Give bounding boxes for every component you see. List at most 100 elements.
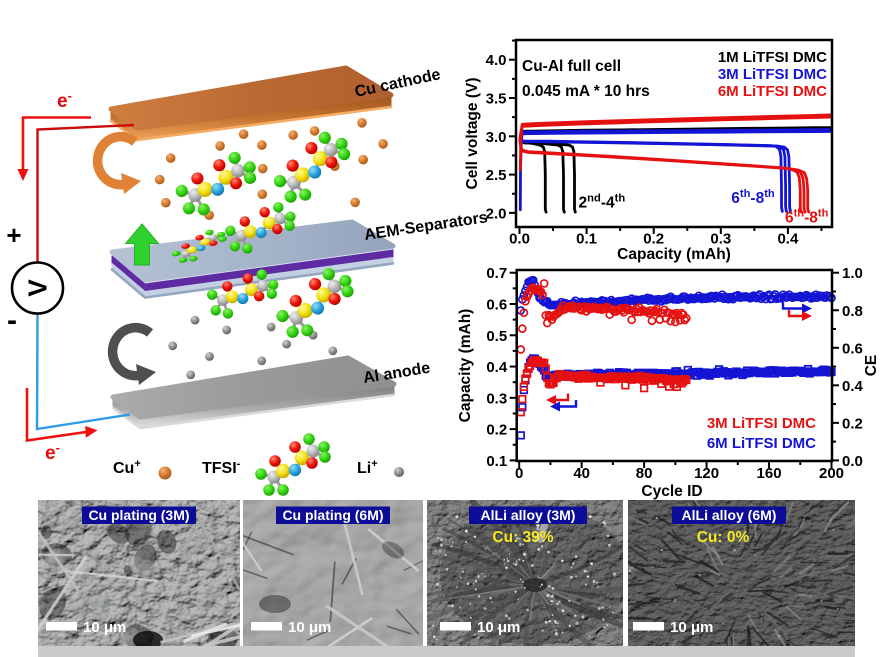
- cu-ion: [257, 189, 268, 199]
- electron-label-bottom: e-: [45, 440, 60, 464]
- separator-label: AEM-Separators: [363, 209, 489, 244]
- chart2-right-axis-label: CE: [863, 355, 880, 377]
- ion-sphere: [225, 290, 239, 304]
- sem-row-bottom-strip: [38, 646, 855, 657]
- sem-label-box-3: [469, 506, 587, 524]
- li-ion: [168, 341, 178, 351]
- voltage-curve-3m-charge-7: [518, 130, 831, 142]
- ion-sphere: [256, 280, 269, 292]
- ion-sphere: [325, 156, 338, 169]
- ce-marker: [647, 316, 657, 326]
- ion-sphere: [242, 243, 253, 254]
- ion-sphere: [273, 175, 287, 188]
- ion-sphere: [253, 290, 265, 302]
- sem-label-3: AlLi alloy (3M): [481, 507, 576, 523]
- ion-sphere: [299, 188, 312, 201]
- capacity-marker: [680, 374, 689, 384]
- x-tick-label: 0.2: [643, 231, 664, 248]
- ion-sphere: [306, 444, 320, 458]
- voltage-curve-3m-discharge-6: [518, 137, 784, 213]
- ce-marker: [538, 290, 547, 300]
- x-tick-label: 200: [819, 465, 844, 482]
- tfsi-molecules: [171, 131, 354, 338]
- chart2-legend-3m: 3M LiTFSI DMC: [707, 415, 816, 432]
- ion-sphere: [229, 241, 241, 252]
- chart1-title: Cu-Al full cell: [522, 58, 621, 75]
- ion-sphere: [186, 246, 198, 254]
- ion-sphere: [213, 159, 226, 172]
- electron-label-top: e-: [57, 88, 72, 112]
- ion-sphere: [243, 225, 257, 239]
- ion-sphere: [181, 243, 190, 249]
- ce-marker: [681, 313, 691, 323]
- ion-sphere: [208, 234, 219, 241]
- li-ion: [282, 339, 291, 349]
- ion-sphere: [305, 142, 318, 155]
- voltage-curve-6m-charge-7: [518, 115, 831, 138]
- li-ion: [186, 370, 196, 380]
- ce-marker: [519, 308, 529, 318]
- sem-image-cu-plating-6m: [243, 500, 423, 646]
- ion-sphere: [243, 171, 257, 184]
- right-axis-pointer-arrow: [781, 302, 807, 310]
- right-axis-pointer-arrowhead: [802, 311, 812, 321]
- chart1-subtitle: 0.045 mA * 10 hrs: [522, 83, 650, 100]
- ion-sphere: [196, 245, 206, 252]
- ion-sphere: [312, 150, 328, 167]
- x-tick-label: 0.0: [509, 231, 530, 248]
- sem-label-box-1: [82, 506, 196, 524]
- cu-ion: [215, 141, 225, 151]
- voltage-curve-3m-discharge-7: [518, 137, 788, 213]
- li-charge-sup: +: [371, 458, 377, 470]
- cu-ion: [238, 129, 249, 139]
- plot-frame: [514, 38, 834, 229]
- ion-sphere: [239, 216, 251, 227]
- ion-sphere: [274, 212, 286, 225]
- sem-scalebar-label-2: 10 μm: [288, 619, 331, 636]
- ion-sphere: [341, 285, 354, 298]
- x-tick-label: 0.1: [576, 231, 597, 248]
- ion-sphere: [286, 159, 299, 172]
- y-tick-label: 0.4: [486, 359, 508, 376]
- electron-symbol: e: [45, 443, 56, 464]
- ce-marker: [539, 279, 549, 288]
- y-tick-label: 0.6: [486, 297, 507, 314]
- ce-marker: [680, 315, 690, 325]
- ion-sphere: [171, 250, 181, 257]
- ion-legend: Cu+ TFSI- Li+: [113, 433, 405, 496]
- capacity-marker: [516, 431, 525, 440]
- ion-sphere: [273, 202, 284, 213]
- cu-ion: [257, 140, 267, 150]
- ion-sphere: [318, 131, 331, 144]
- ion-sphere: [311, 301, 325, 315]
- cycle-range-annotation: 6th​-8th​: [785, 207, 829, 226]
- sem-label-box-4: [672, 506, 786, 524]
- ce-marker: [541, 310, 551, 320]
- sem-cu-content-6m: Cu: 0%: [697, 529, 750, 546]
- ion-transport-arrow: [124, 223, 160, 266]
- cu-ion: [161, 197, 171, 208]
- capacity-marker: [682, 375, 691, 385]
- electron-flow-arrowhead-bottom: [85, 426, 98, 438]
- ion-sphere: [272, 223, 283, 235]
- electron-flow-arrowhead-top: [17, 169, 29, 181]
- x-tick-label: 0.3: [710, 231, 731, 248]
- sem-panel-alli-alloy-6m: AlLi alloy (6M) Cu: 0% 10 μm: [628, 500, 855, 646]
- ion-sphere: [218, 169, 234, 185]
- sem-panel-cu-plating-6m: Cu plating (6M) 10 μm: [243, 500, 423, 646]
- sem-label-4: AlLi alloy (6M): [682, 507, 777, 523]
- ion-sphere: [294, 450, 310, 466]
- sem-scalebar-label-3: 10 μm: [477, 619, 520, 636]
- ion-sphere: [266, 288, 278, 299]
- ion-sphere: [323, 142, 338, 157]
- ion-sphere: [284, 220, 295, 231]
- sem-scalebar-1: [46, 622, 77, 631]
- aem-separator-slab: [109, 219, 396, 299]
- li-ion-label: Li+: [357, 458, 378, 477]
- ce-marker: [825, 291, 835, 301]
- ion-sphere: [218, 236, 227, 242]
- ion-sphere: [210, 305, 221, 316]
- ion-sphere: [229, 177, 243, 190]
- ion-sphere: [337, 148, 351, 161]
